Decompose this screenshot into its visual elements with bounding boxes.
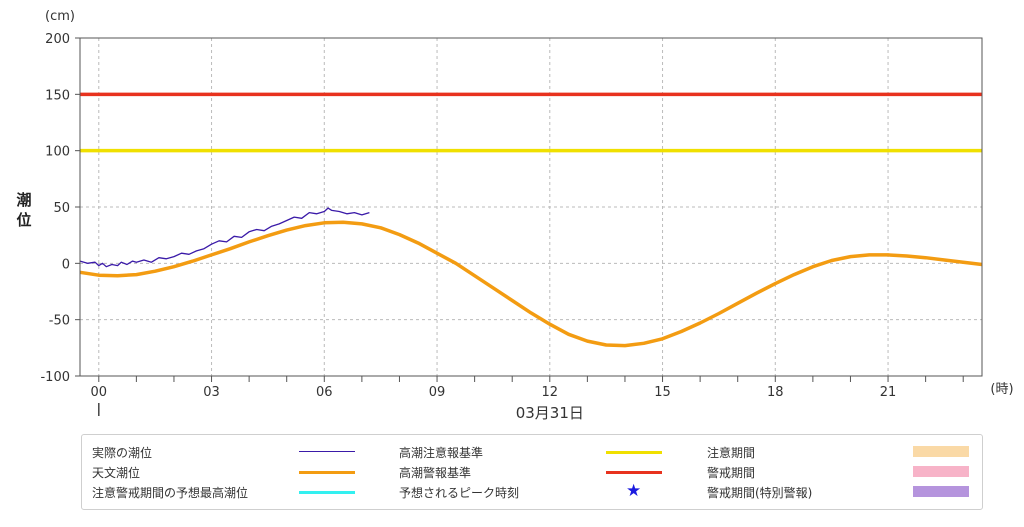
x-tick-label: 00 (91, 385, 108, 400)
y-tick-label: 50 (53, 201, 70, 216)
legend-swatch-line (606, 471, 662, 474)
legend-swatch-box (913, 446, 969, 457)
legend: 実際の潮位 高潮注意報基準 注意期間天文潮位 高潮警報基準 警戒期間注意警戒期間の予想最… (81, 434, 983, 510)
y-axis-label: 潮 (16, 191, 31, 209)
x-tick-label: 18 (767, 385, 784, 400)
date-label: 03月31日 (516, 404, 584, 422)
y-tick-label: -100 (40, 370, 70, 385)
legend-label: 注意期間 (707, 446, 756, 460)
y-axis-label: 位 (16, 211, 31, 229)
legend-label: 警戒期間(特別警報) (707, 486, 813, 500)
legend-label: 天文潮位 (92, 466, 141, 480)
grid-layer (80, 38, 982, 376)
x-tick-label: 09 (429, 385, 446, 400)
axis-layer: -100 -50 0 50 100 150 200 00 03 06 09 12 15 18 21 潮位 (16, 32, 964, 416)
legend-label: 注意警戒期間の予想最高潮位 (92, 486, 249, 500)
reference-lines (80, 92, 982, 153)
legend-label: 予想されるピーク時刻 (399, 486, 520, 500)
x-unit-label: (時) (990, 382, 1013, 397)
x-tick-label: 21 (880, 385, 897, 400)
y-tick-label: 0 (62, 257, 70, 272)
x-tick-label: 15 (654, 385, 671, 400)
y-unit-label: (cm) (45, 9, 75, 24)
series-line-astronomical-tide (79, 220, 983, 348)
legend-label: 高潮警報基準 (399, 466, 472, 480)
y-tick-label: 150 (45, 88, 70, 103)
series-line-observed-tide (79, 207, 370, 268)
x-tick-label: 06 (316, 385, 333, 400)
series-layer (79, 207, 983, 348)
legend-swatch-line (299, 491, 355, 494)
legend-swatch-box (913, 466, 969, 477)
tide-chart: -100 -50 0 50 100 150 200 00 03 06 09 12 15 18 21 潮位 (c… (16, 9, 1013, 422)
legend-swatch-line (606, 451, 662, 454)
legend-swatch-line (299, 471, 355, 474)
x-tick-label: 03 (203, 385, 220, 400)
legend-label: 警戒期間 (707, 466, 756, 480)
y-tick-label: -50 (49, 314, 70, 329)
legend-swatch-line (299, 451, 355, 452)
y-tick-label: 200 (45, 32, 70, 47)
legend-swatch-box (913, 486, 969, 497)
y-tick-label: 100 (45, 145, 70, 160)
star-icon: ★ (626, 481, 642, 501)
legend-label: 高潮注意報基準 (399, 446, 484, 460)
legend-label: 実際の潮位 (92, 446, 153, 460)
x-tick-label: 12 (542, 385, 559, 400)
